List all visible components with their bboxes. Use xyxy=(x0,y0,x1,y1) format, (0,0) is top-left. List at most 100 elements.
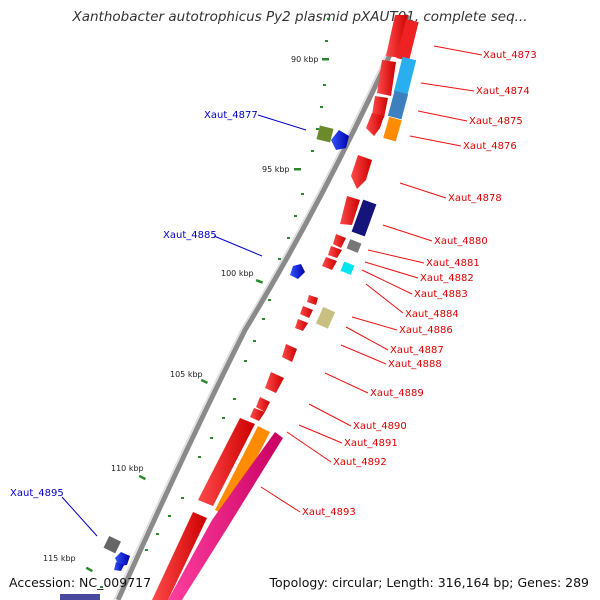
gene-4893-block[interactable] xyxy=(168,432,283,600)
map-title: Xanthobacter autotrophicus Py2 plasmid p… xyxy=(72,9,528,25)
tick-dot xyxy=(287,237,290,239)
gene-4890-arrow[interactable] xyxy=(265,372,284,393)
gene-label-4888[interactable]: Xaut_4888 xyxy=(388,359,442,370)
gene-4876-block[interactable] xyxy=(383,116,402,142)
tick-mark-115 xyxy=(85,566,93,573)
tick-dot xyxy=(301,193,304,195)
gene-4895c-arrow[interactable] xyxy=(114,562,124,571)
backbone-arc-inner xyxy=(113,14,405,600)
gene-4877b-block[interactable] xyxy=(316,125,334,143)
tick-dot xyxy=(210,437,213,439)
gene-4876-arrow[interactable] xyxy=(366,113,384,136)
gene-4883-block[interactable] xyxy=(340,261,355,275)
gene-label-4892[interactable]: Xaut_4892 xyxy=(333,457,387,468)
tick-label-115: 115 kbp xyxy=(43,554,76,563)
gene-4895b-block[interactable] xyxy=(103,535,121,554)
gene-label-4887[interactable]: Xaut_4887 xyxy=(390,345,444,356)
gene-4892-block[interactable] xyxy=(215,426,270,516)
tick-dots xyxy=(100,18,330,588)
tick-dot xyxy=(100,586,103,588)
forward-track xyxy=(152,15,419,600)
gene-label-4884[interactable]: Xaut_4884 xyxy=(405,309,459,320)
tick-dot xyxy=(198,456,201,458)
gene-label-4886[interactable]: Xaut_4886 xyxy=(399,325,453,336)
gene-4881-arrow[interactable] xyxy=(333,234,346,248)
gene-4892-arrow[interactable] xyxy=(198,418,255,506)
tick-dot xyxy=(294,215,297,217)
gene-4875-arrow[interactable] xyxy=(372,96,388,118)
tick-dot xyxy=(168,515,171,517)
gene-4877-arrow[interactable] xyxy=(331,130,349,150)
gene-label-4893[interactable]: Xaut_4893 xyxy=(302,507,356,518)
gene-4880-arrow[interactable] xyxy=(340,196,360,225)
tick-dot xyxy=(222,417,225,419)
gene-label-4881[interactable]: Xaut_4881 xyxy=(426,258,480,269)
gene-label-4883[interactable]: Xaut_4883 xyxy=(414,289,468,300)
gene-label-4895[interactable]: Xaut_4895 xyxy=(10,488,64,499)
tick-dot xyxy=(145,549,148,551)
tick-dot xyxy=(253,340,256,342)
tick-label-110: 110 kbp xyxy=(111,464,144,473)
gene-4895-arrow[interactable] xyxy=(115,552,130,566)
accession-text: Accession: NC_009717 xyxy=(9,575,152,590)
gene-4893-arrow[interactable] xyxy=(152,512,207,600)
gene-label-4882[interactable]: Xaut_4882 xyxy=(420,273,474,284)
tick-dot xyxy=(316,128,319,130)
gene-label-4875[interactable]: Xaut_4875 xyxy=(469,116,523,127)
gene-4880-block[interactable] xyxy=(351,199,377,237)
tick-dot xyxy=(311,150,314,152)
gene-edge-block[interactable] xyxy=(60,594,100,600)
gene-label-4890[interactable]: Xaut_4890 xyxy=(353,421,407,432)
tick-mark-95 xyxy=(294,168,301,171)
tick-dot xyxy=(320,106,323,108)
reverse-track xyxy=(60,125,349,600)
label-leaders xyxy=(61,45,483,537)
tick-dot xyxy=(233,398,236,400)
tick-mark-90 xyxy=(322,58,329,61)
tick-mark-105 xyxy=(200,378,209,385)
gene-label-4878[interactable]: Xaut_4878 xyxy=(448,193,502,204)
tick-dot xyxy=(325,40,328,42)
tick-mark-100 xyxy=(255,279,264,284)
gene-labels: Xaut_4873 Xaut_4874 Xaut_4875 Xaut_4876 … xyxy=(10,50,537,518)
tick-dot xyxy=(244,360,247,362)
tick-labels: 90 kbp 95 kbp 100 kbp 105 kbp 110 kbp 11… xyxy=(43,55,329,573)
gene-4891-arrow[interactable] xyxy=(256,397,270,412)
gene-label-4891[interactable]: Xaut_4891 xyxy=(344,438,398,449)
gene-4888-arrow[interactable] xyxy=(295,319,308,331)
gene-4882-arrow[interactable] xyxy=(328,246,342,258)
gene-4884-arrow[interactable] xyxy=(307,295,318,305)
tick-mark-110 xyxy=(138,474,147,481)
gene-label-4877[interactable]: Xaut_4877 xyxy=(204,110,258,121)
tick-dot xyxy=(278,258,281,260)
tick-label-105: 105 kbp xyxy=(170,370,203,379)
gene-label-4889[interactable]: Xaut_4889 xyxy=(370,388,424,399)
gene-4891b-arrow[interactable] xyxy=(250,408,265,421)
gene-4889-arrow[interactable] xyxy=(282,344,297,362)
gene-4883-arrow[interactable] xyxy=(322,257,337,270)
tick-label-90: 90 kbp xyxy=(291,55,319,64)
tick-dot xyxy=(156,533,159,535)
tick-dot xyxy=(262,318,265,320)
tick-dot xyxy=(323,84,326,86)
gene-4886-block[interactable] xyxy=(315,306,336,329)
gene-label-4873[interactable]: Xaut_4873 xyxy=(483,50,537,61)
gene-4873b-block[interactable] xyxy=(396,19,419,62)
gene-label-4874[interactable]: Xaut_4874 xyxy=(476,86,530,97)
gene-4875-block[interactable] xyxy=(387,90,409,120)
gene-4885-arrow[interactable] xyxy=(290,264,305,279)
tick-dot xyxy=(327,18,330,20)
gene-label-4880[interactable]: Xaut_4880 xyxy=(434,236,488,247)
gene-4881-block[interactable] xyxy=(346,239,362,253)
gene-4874-block[interactable] xyxy=(393,56,417,96)
gene-4874-arrow[interactable] xyxy=(377,60,396,96)
gene-label-4885[interactable]: Xaut_4885 xyxy=(163,230,217,241)
gene-label-4876[interactable]: Xaut_4876 xyxy=(463,141,517,152)
tick-label-95: 95 kbp xyxy=(262,165,290,174)
gene-4878-arrow[interactable] xyxy=(351,155,372,189)
backbone-arc xyxy=(115,13,411,600)
gene-4886-arrow[interactable] xyxy=(300,306,313,318)
topology-summary: Topology: circular; Length: 316,164 bp; … xyxy=(269,575,590,590)
tick-dot xyxy=(181,497,184,499)
